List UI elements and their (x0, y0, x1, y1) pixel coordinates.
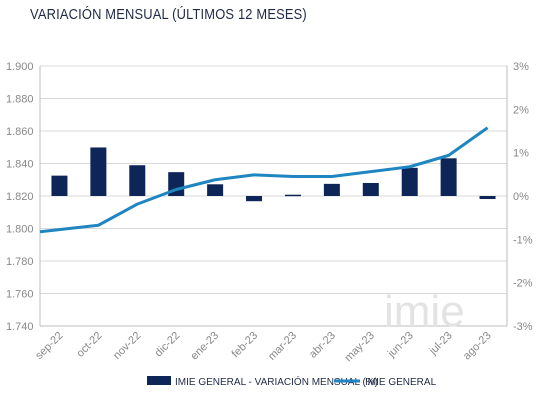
right-axis: -3% -2% -1% 0% 1% 2% 3% (513, 61, 533, 333)
bar (51, 175, 68, 196)
bar (362, 183, 379, 196)
legend-label-bar: IMIE GENERAL - VARIACIÓN MENSUAL (%) (175, 375, 378, 388)
y-left-tick-label: 1.900 (6, 61, 34, 73)
x-tick-label: sep-22 (33, 330, 65, 362)
y-right-tick-label: -3% (513, 321, 533, 333)
y-right-tick-label: 3% (513, 61, 529, 73)
y-left-tick-label: 1.860 (6, 126, 34, 138)
bar (246, 196, 263, 202)
series-line (39, 126, 489, 234)
y-right-tick-label: -2% (513, 278, 533, 290)
x-tick-label: may-23 (342, 330, 376, 364)
y-left-tick-label: 1.760 (6, 289, 34, 301)
bar (401, 167, 418, 196)
x-tick-label: abr-23 (307, 330, 338, 361)
x-tick-label: oct-22 (74, 330, 104, 360)
y-left-tick-label: 1.840 (6, 159, 34, 171)
legend: IMIE GENERAL - VARIACIÓN MENSUAL (%)IMIE… (147, 375, 437, 388)
bar (207, 184, 224, 196)
watermark: imie (384, 287, 465, 336)
y-right-tick-label: 0% (513, 191, 529, 203)
y-right-tick-label: 2% (513, 104, 529, 116)
x-tick-label: mar-23 (266, 330, 299, 363)
y-left-tick-label: 1.820 (6, 191, 34, 203)
x-tick-label: ago-23 (461, 330, 494, 363)
chart-title: VARIACIÓN MENSUAL (ÚLTIMOS 12 MESES) (30, 6, 307, 23)
bar (440, 158, 457, 196)
y-left-tick-label: 1.740 (6, 321, 34, 333)
x-tick-label: feb-23 (230, 330, 261, 361)
legend-swatch-bar (147, 376, 171, 385)
legend-label-line: IMIE GENERAL (365, 377, 437, 388)
bar-layer (51, 147, 496, 202)
y-left-tick-label: 1.800 (6, 224, 34, 236)
y-left-tick-label: 1.880 (6, 94, 34, 106)
bar (479, 196, 496, 200)
line-layer (39, 126, 489, 234)
grid-layer (39, 65, 508, 327)
bar (129, 165, 146, 196)
y-left-tick-label: 1.780 (6, 256, 34, 268)
y-right-tick-label: -1% (513, 234, 533, 246)
bar (323, 183, 340, 196)
x-tick-label: ene-23 (189, 330, 222, 363)
bar (90, 147, 107, 196)
y-right-tick-label: 1% (513, 148, 529, 160)
x-tick-label: dic-22 (153, 330, 183, 360)
bar (284, 194, 301, 197)
left-axis: 1.740 1.760 1.780 1.800 1.820 1.840 1.860 1.880… (6, 61, 34, 333)
x-tick-label: nov-22 (111, 330, 143, 362)
